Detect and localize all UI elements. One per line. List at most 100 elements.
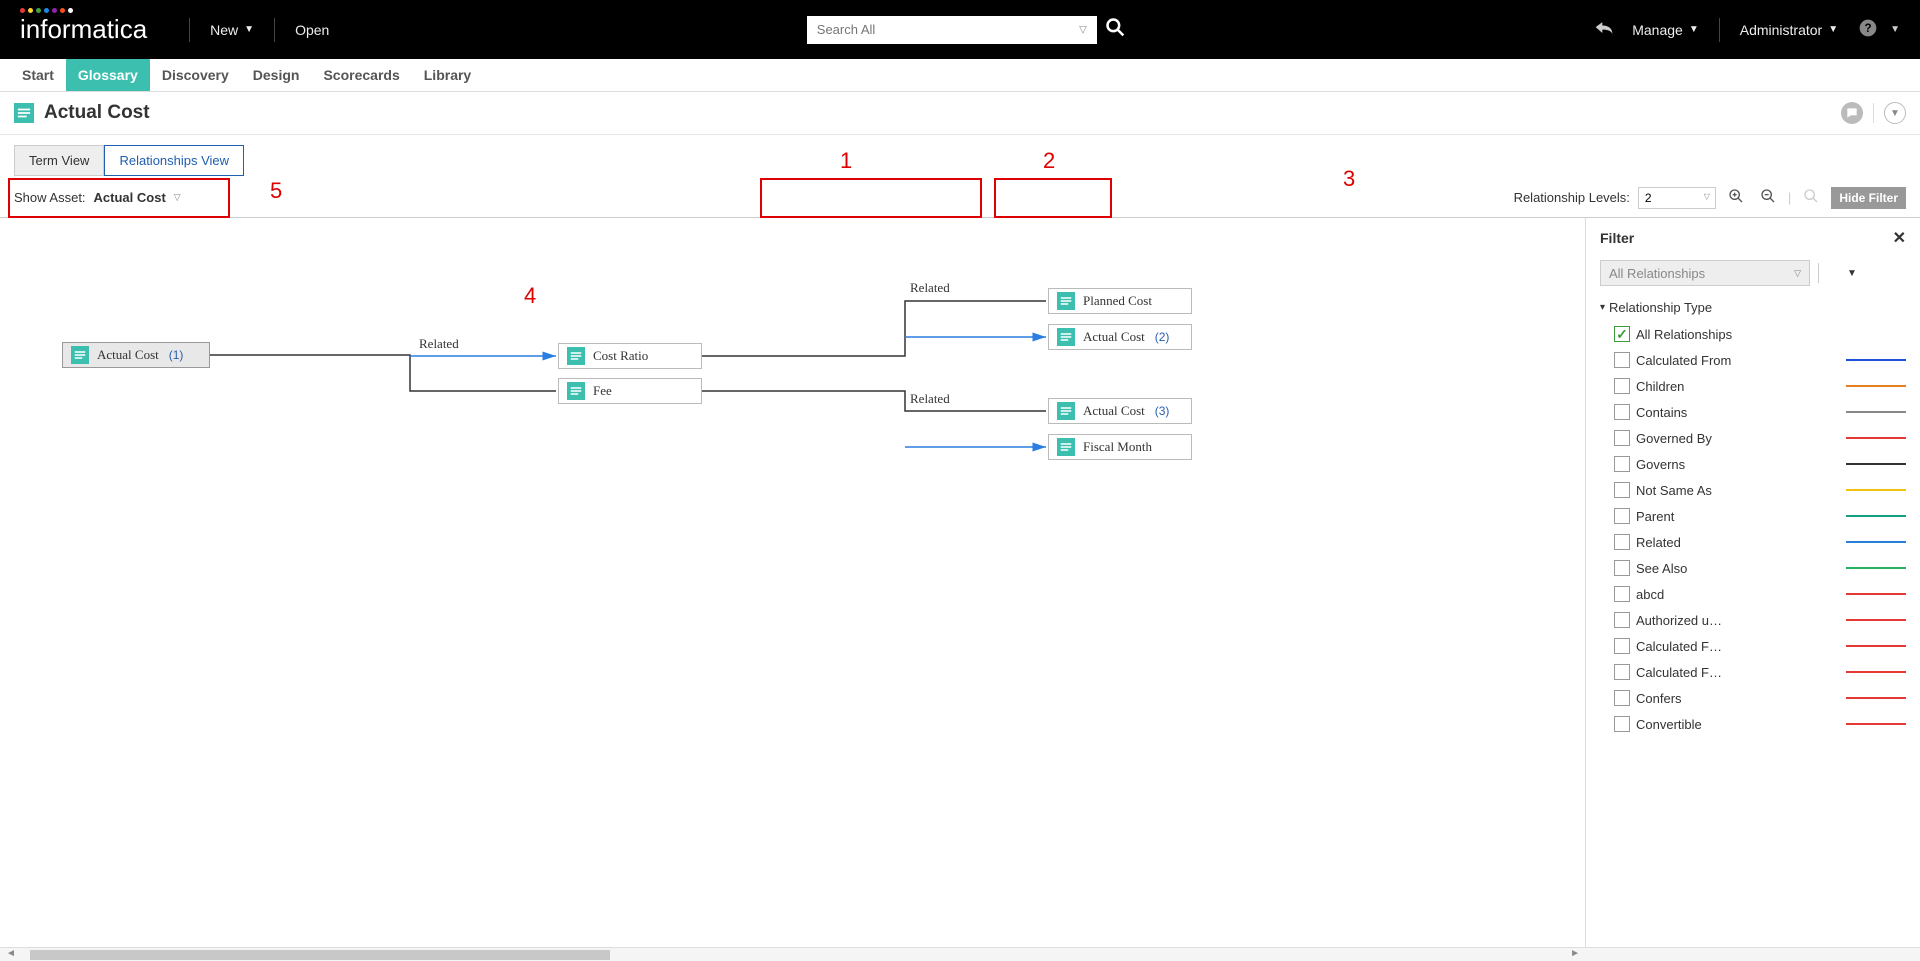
checkbox[interactable] — [1614, 690, 1630, 706]
filter-item[interactable]: Calculated From — [1600, 347, 1906, 373]
color-swatch — [1846, 411, 1906, 413]
tab-term-view[interactable]: Term View — [14, 145, 104, 176]
checkbox[interactable] — [1614, 378, 1630, 394]
zoom-out-icon[interactable] — [1756, 186, 1780, 209]
divider — [189, 18, 190, 42]
filter-item[interactable]: Calculated F… — [1600, 659, 1906, 685]
color-swatch — [1846, 541, 1906, 543]
filter-item[interactable]: Governed By — [1600, 425, 1906, 451]
manage-menu[interactable]: Manage ▼ — [1624, 22, 1707, 38]
checkbox[interactable] — [1614, 534, 1630, 550]
filter-item[interactable]: Governs — [1600, 451, 1906, 477]
open-menu[interactable]: Open — [287, 22, 337, 38]
checkbox[interactable] — [1614, 482, 1630, 498]
tab-design[interactable]: Design — [241, 59, 312, 91]
tab-scorecards[interactable]: Scorecards — [311, 59, 411, 91]
checkbox[interactable] — [1614, 404, 1630, 420]
edge-label: Related — [419, 336, 459, 352]
filter-item[interactable]: Parent — [1600, 503, 1906, 529]
filter-item[interactable]: Related — [1600, 529, 1906, 555]
chevron-down-icon[interactable]: ▽ — [1704, 192, 1710, 201]
checkbox[interactable] — [1614, 508, 1630, 524]
filter-item[interactable]: Confers — [1600, 685, 1906, 711]
diagram-canvas[interactable]: Actual Cost(1)Cost RatioFeePlanned CostA… — [0, 218, 1586, 947]
filter-item[interactable]: Contains — [1600, 399, 1906, 425]
show-asset-value[interactable]: Actual Cost — [94, 190, 166, 205]
logo: informatica — [20, 14, 147, 45]
page-header: Actual Cost ▼ — [0, 92, 1920, 135]
checkbox[interactable] — [1614, 326, 1630, 342]
filter-panel: Filter ✕ All Relationships ▽ ▼ ▾ Relatio… — [1586, 218, 1920, 947]
close-icon[interactable]: ✕ — [1893, 228, 1906, 248]
tab-discovery[interactable]: Discovery — [150, 59, 241, 91]
chevron-down-icon[interactable]: ▼ — [1890, 24, 1900, 35]
filter-item-label: Calculated F… — [1636, 665, 1766, 680]
checkbox[interactable] — [1614, 430, 1630, 446]
comment-icon[interactable] — [1841, 102, 1863, 124]
filter-item-label: Calculated From — [1636, 353, 1766, 368]
filter-section-header[interactable]: ▾ Relationship Type — [1600, 300, 1906, 315]
horizontal-scrollbar[interactable]: ◄ ► — [0, 947, 1920, 961]
filter-item-label: Not Same As — [1636, 483, 1766, 498]
color-swatch — [1846, 645, 1906, 647]
color-swatch — [1846, 593, 1906, 595]
filter-item[interactable]: All Relationships — [1600, 321, 1906, 347]
filter-item[interactable]: abcd — [1600, 581, 1906, 607]
filter-item-label: abcd — [1636, 587, 1766, 602]
edge-label: Related — [910, 280, 950, 296]
checkbox[interactable] — [1614, 456, 1630, 472]
filter-item[interactable]: See Also — [1600, 555, 1906, 581]
main-area: 1 2 3 4 5 Actual Cost(1)Cost RatioFeePla… — [0, 218, 1920, 947]
tab-relationships-view[interactable]: Relationships View — [104, 145, 244, 176]
filter-item[interactable]: Calculated F… — [1600, 633, 1906, 659]
checkbox[interactable] — [1614, 586, 1630, 602]
zoom-in-icon[interactable] — [1724, 186, 1748, 209]
filter-item[interactable]: Convertible — [1600, 711, 1906, 737]
filter-items-list: All Relationships Calculated From Children… — [1600, 321, 1906, 737]
new-menu[interactable]: New ▼ — [202, 22, 262, 38]
edge-label: Related — [910, 391, 950, 407]
checkbox[interactable] — [1614, 716, 1630, 732]
chevron-down-icon: ▼ — [1828, 24, 1838, 35]
help-icon[interactable]: ? — [1858, 18, 1878, 41]
filter-item-label: Confers — [1636, 691, 1766, 706]
search-dropdown-icon[interactable]: ▽ — [1079, 24, 1087, 35]
reply-icon[interactable] — [1594, 20, 1614, 39]
svg-text:?: ? — [1865, 22, 1872, 35]
expand-icon[interactable]: ▼ — [1884, 102, 1906, 124]
filter-title: Filter — [1600, 230, 1634, 246]
tab-start[interactable]: Start — [10, 59, 66, 91]
topbar: informatica New ▼ Open ▽ Manage ▼ Admini… — [0, 0, 1920, 59]
filter-dropdown[interactable]: All Relationships ▽ — [1600, 260, 1810, 286]
filter-item-label: Governs — [1636, 457, 1766, 472]
filter-section-title: Relationship Type — [1609, 300, 1712, 315]
filter-item[interactable]: Children — [1600, 373, 1906, 399]
checkbox[interactable] — [1614, 352, 1630, 368]
zoom-fit-icon[interactable] — [1799, 186, 1823, 209]
search-icon[interactable] — [1105, 17, 1125, 42]
scrollbar-thumb[interactable] — [30, 950, 610, 960]
chevron-down-icon[interactable]: ▼ — [1847, 268, 1857, 279]
checkbox[interactable] — [1614, 638, 1630, 654]
filter-item[interactable]: Authorized u… — [1600, 607, 1906, 633]
annotation-box-1 — [760, 178, 982, 218]
controls-row: Show Asset: Actual Cost ▽ Relationship L… — [0, 182, 1920, 218]
chevron-down-icon: ▼ — [244, 24, 254, 35]
checkbox[interactable] — [1614, 612, 1630, 628]
filter-item[interactable]: Not Same As — [1600, 477, 1906, 503]
chevron-down-icon: ▼ — [1689, 24, 1699, 35]
chevron-down-icon: ▽ — [1794, 268, 1801, 279]
checkbox[interactable] — [1614, 664, 1630, 680]
hide-filter-button[interactable]: Hide Filter — [1831, 187, 1906, 209]
filter-item-label: Children — [1636, 379, 1766, 394]
search-input[interactable] — [807, 16, 1097, 44]
chevron-down-icon[interactable]: ▽ — [174, 192, 181, 203]
tab-glossary[interactable]: Glossary — [66, 59, 150, 91]
admin-menu[interactable]: Administrator ▼ — [1732, 22, 1846, 38]
filter-item-label: Authorized u… — [1636, 613, 1766, 628]
tab-library[interactable]: Library — [412, 59, 483, 91]
levels-label: Relationship Levels: — [1514, 190, 1630, 205]
annotation-box-2 — [994, 178, 1112, 218]
checkbox[interactable] — [1614, 560, 1630, 576]
page-title: Actual Cost — [44, 102, 150, 124]
